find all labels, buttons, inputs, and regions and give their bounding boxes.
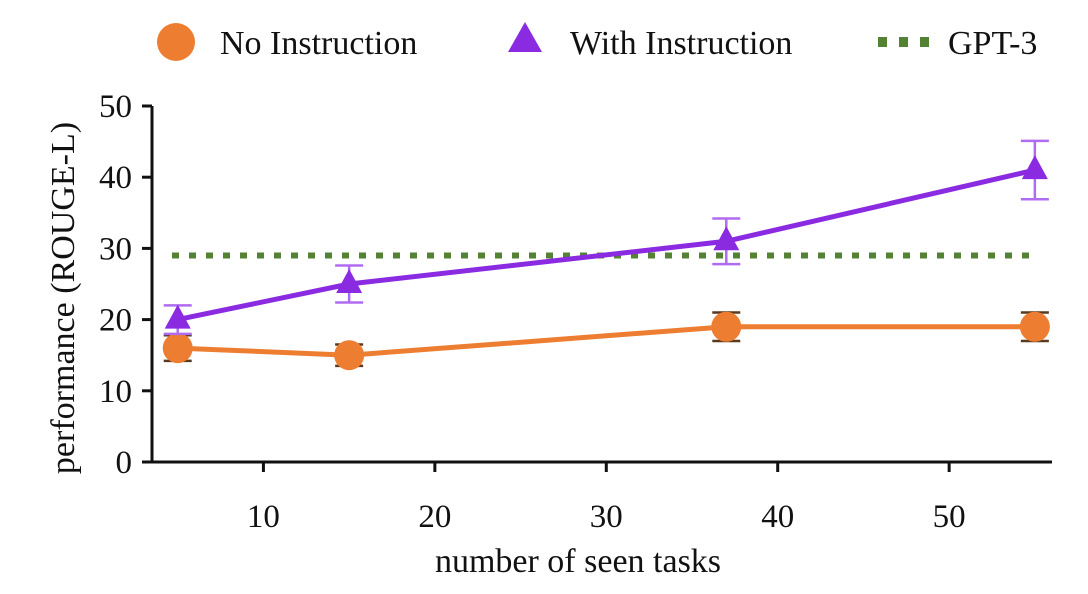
- x-tick-label: 10: [247, 499, 280, 535]
- legend-label-gpt3: GPT-3: [948, 25, 1037, 62]
- x-ticks: 10 20 30 40 50: [247, 462, 966, 535]
- y-tick-label: 30: [99, 231, 132, 267]
- legend-marker-no-instruction: [157, 23, 195, 61]
- y-tick-label: 0: [116, 445, 133, 481]
- legend: No Instruction With Instruction GPT-3: [157, 22, 1037, 62]
- no-instruction-point: [162, 333, 193, 364]
- y-ticks: 0 10 20 30 40 50: [99, 89, 152, 481]
- with-instruction-line: [177, 167, 1036, 323]
- with-instruction-point: [713, 226, 740, 251]
- with-instruction-point: [164, 304, 191, 329]
- x-tick-label: 40: [761, 499, 794, 535]
- axes: [150, 106, 1052, 464]
- x-tick-label: 50: [933, 499, 966, 535]
- legend-label-no-instruction: No Instruction: [220, 25, 417, 62]
- with-instruction-point: [1021, 155, 1048, 180]
- no-instruction-point: [334, 340, 365, 371]
- legend-label-with-instruction: With Instruction: [570, 25, 792, 62]
- legend-marker-with-instruction: [508, 22, 542, 52]
- x-axis-label: number of seen tasks: [435, 543, 721, 580]
- no-instruction-point: [711, 311, 742, 342]
- x-tick-label: 20: [418, 499, 451, 535]
- x-tick-label: 30: [590, 499, 623, 535]
- plot-area: [162, 139, 1050, 371]
- no-instruction-line: [177, 324, 1035, 358]
- y-tick-label: 40: [99, 160, 132, 196]
- with-instruction-point: [336, 269, 363, 293]
- y-axis-label: performance (ROUGE-L): [45, 122, 82, 474]
- y-tick-label: 10: [99, 374, 132, 410]
- y-tick-label: 50: [99, 89, 132, 125]
- no-instruction-point: [1019, 311, 1050, 342]
- y-tick-label: 20: [99, 303, 132, 339]
